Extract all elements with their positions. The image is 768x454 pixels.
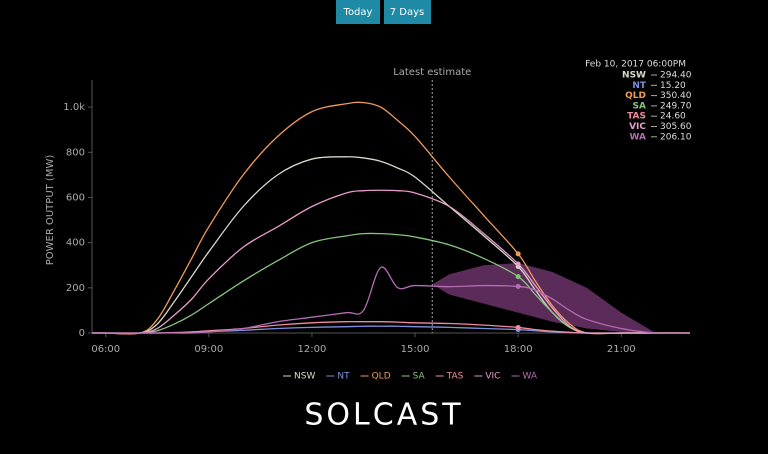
tooltip-marker <box>515 283 521 289</box>
tooltip-marker <box>515 261 521 267</box>
legend-label: NSW <box>294 372 315 382</box>
legend-label: QLD <box>372 372 391 382</box>
tooltip-marker <box>515 324 521 330</box>
seven-days-button[interactable] <box>384 0 431 24</box>
tooltip-title: Feb 10, 2017 06:00PM <box>585 60 686 70</box>
tooltip-value: 294.40 <box>660 71 692 81</box>
tooltip-name: TAS <box>627 112 646 122</box>
tooltip-name: SA <box>633 101 646 111</box>
y-axis-label: POWER OUTPUT (MW) <box>45 155 56 266</box>
tooltip-value: 206.10 <box>660 132 692 142</box>
y-tick-label: 200 <box>66 283 85 294</box>
button-label[interactable]: Today <box>343 7 373 18</box>
y-tick-label: 400 <box>66 238 85 249</box>
legend-label: SA <box>413 372 426 382</box>
tooltip-name: NT <box>632 81 647 91</box>
tooltip-name: QLD <box>625 91 646 101</box>
tooltip-value: 15.20 <box>660 81 686 91</box>
tooltip-marker <box>515 251 521 257</box>
x-tick-label: 15:00 <box>401 344 430 355</box>
today-button[interactable] <box>336 0 380 24</box>
annotation-label: Latest estimate <box>393 67 471 78</box>
x-tick-label: 12:00 <box>298 344 327 355</box>
y-tick-label: 1.0k <box>63 102 85 113</box>
logo: SOLCAST <box>304 398 463 433</box>
x-tick-label: 09:00 <box>194 344 223 355</box>
tooltip-name: WA <box>630 132 647 142</box>
series-line <box>91 266 691 334</box>
tooltip-value: 249.70 <box>660 101 692 111</box>
x-tick-label: 18:00 <box>504 344 533 355</box>
tooltip-name: NSW <box>622 71 646 81</box>
series-line <box>91 189 690 335</box>
legend-label: WA <box>522 372 537 382</box>
y-tick-label: 800 <box>66 147 85 158</box>
legend-label: NT <box>337 372 350 382</box>
series-line <box>91 101 690 335</box>
tooltip-value: 305.60 <box>660 122 692 132</box>
legend-label: TAS <box>446 372 464 382</box>
y-tick-label: 0 <box>79 328 85 339</box>
button-label[interactable]: 7 Days <box>390 7 425 18</box>
tooltip-value: 350.40 <box>660 91 692 101</box>
x-tick-label: 21:00 <box>607 344 636 355</box>
legend-label: VIC <box>485 372 500 382</box>
tooltip-marker <box>515 274 521 280</box>
x-tick-label: 06:00 <box>91 344 120 355</box>
series-line <box>91 232 690 335</box>
y-tick-label: 600 <box>66 192 85 203</box>
tooltip-value: 24.60 <box>660 112 686 122</box>
tooltip-name: VIC <box>629 122 646 132</box>
